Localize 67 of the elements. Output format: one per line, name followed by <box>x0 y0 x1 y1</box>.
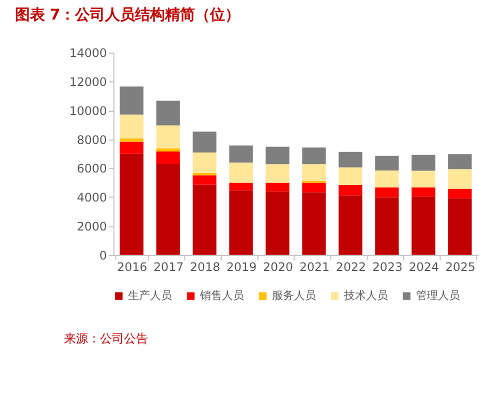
y-tick-label: 4000 <box>76 190 107 205</box>
bar <box>302 182 326 192</box>
bar <box>375 197 399 255</box>
bar <box>192 132 216 153</box>
bar <box>156 152 180 164</box>
bar <box>448 198 472 255</box>
bar <box>338 195 362 255</box>
bar <box>266 191 290 255</box>
bar <box>156 100 180 126</box>
bar <box>229 162 253 183</box>
bar <box>120 86 144 115</box>
y-tick-label: 10000 <box>69 104 107 118</box>
bar <box>338 167 362 186</box>
bar <box>266 164 290 183</box>
bar <box>120 142 144 154</box>
bar <box>156 164 180 255</box>
y-tick-label: 2000 <box>76 219 107 234</box>
bar <box>156 125 180 148</box>
bar <box>266 146 290 164</box>
bar <box>448 154 472 170</box>
bar <box>338 152 362 168</box>
bar <box>229 145 253 163</box>
y-tick-label: 6000 <box>76 162 107 176</box>
x-tick-label: 2022 <box>336 260 366 274</box>
legend-label: 生产人员 <box>128 289 172 302</box>
bar <box>229 190 253 255</box>
bar <box>375 156 399 170</box>
legend-label: 技术人员 <box>343 289 388 302</box>
bar <box>412 170 436 188</box>
legend-label: 管理人员 <box>416 289 460 302</box>
bar <box>192 152 216 173</box>
bar <box>156 148 180 152</box>
bar <box>192 184 216 255</box>
bar <box>266 182 290 192</box>
bar <box>338 185 362 196</box>
source-note: 来源：公司公告 <box>64 332 148 346</box>
bar <box>229 182 253 190</box>
x-tick-label: 2025 <box>445 260 476 274</box>
bar <box>448 188 472 198</box>
bar <box>120 138 144 142</box>
bar <box>448 169 472 189</box>
x-tick-label: 2016 <box>117 260 148 274</box>
x-tick-label: 2020 <box>262 260 294 274</box>
bar <box>412 187 436 197</box>
chart-title: 图表 7：公司人员结构精简（位） <box>14 6 240 24</box>
y-tick-label: 8000 <box>76 132 107 147</box>
x-tick-label: 2018 <box>190 260 220 274</box>
y-tick-label: 14000 <box>69 46 107 60</box>
bar <box>375 170 399 188</box>
bar <box>302 192 326 255</box>
bar <box>412 196 436 255</box>
legend-label: 销售人员 <box>199 289 244 302</box>
bar <box>302 164 326 181</box>
bar <box>302 148 326 164</box>
x-tick-label: 2019 <box>226 260 257 274</box>
bar <box>192 175 216 185</box>
x-tick-label: 2017 <box>154 260 184 274</box>
y-tick-label: 0 <box>99 248 107 262</box>
bar <box>120 114 144 138</box>
legend-label: 服务人员 <box>272 289 316 302</box>
x-tick-label: 2021 <box>299 260 330 274</box>
x-tick-label: 2024 <box>408 260 439 274</box>
bar <box>412 154 436 171</box>
x-tick-label: 2023 <box>372 260 402 274</box>
bar <box>120 154 144 255</box>
y-tick-label: 12000 <box>69 75 107 90</box>
bar <box>375 187 399 198</box>
